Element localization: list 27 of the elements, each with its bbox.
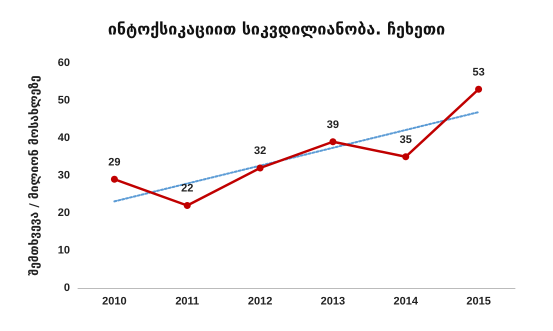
y-tick-label: 40 <box>58 132 70 144</box>
data-label: 22 <box>181 182 194 194</box>
data-label: 32 <box>254 145 266 157</box>
y-tick-label: 50 <box>58 94 70 106</box>
data-label: 39 <box>326 118 340 131</box>
data-label: 29 <box>108 156 121 168</box>
x-tick-label: 2013 <box>320 296 346 308</box>
y-tick-label: 0 <box>64 282 70 294</box>
point <box>402 153 410 160</box>
x-tick-label: 2015 <box>466 296 491 308</box>
data-label: 35 <box>400 134 412 146</box>
x-tick-label: 2011 <box>175 296 200 308</box>
point <box>475 86 482 93</box>
data-label: 53 <box>472 66 485 78</box>
x-tick-label: 2014 <box>394 296 419 308</box>
y-tick-label: 20 <box>58 207 70 219</box>
point <box>110 176 118 183</box>
x-tick-label: 2010 <box>102 296 127 308</box>
y-axis-title: შემთხვევა / მილიონ მოსახლეზე <box>27 75 41 276</box>
point <box>184 202 191 209</box>
chart-title: ინტოქსიკაციით სიკვდილიანობა. ჩეხეთი <box>108 20 446 38</box>
y-tick-label: 30 <box>58 170 70 182</box>
point <box>256 164 264 172</box>
x-tick-label: 2012 <box>248 296 272 308</box>
y-tick-label: 60 <box>58 57 70 69</box>
point <box>329 138 336 146</box>
y-tick-label: 10 <box>58 244 70 256</box>
